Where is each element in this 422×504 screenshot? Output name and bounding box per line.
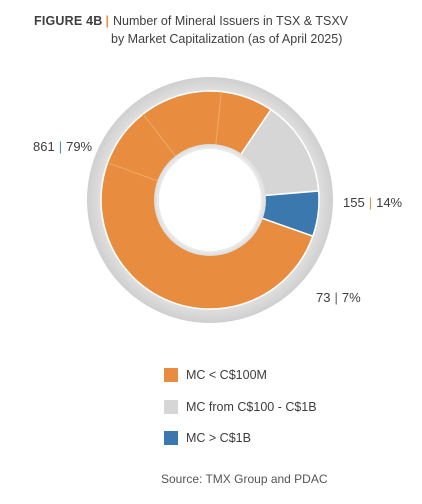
figure-label: FIGURE 4B [34, 14, 103, 28]
slice-facet-line [107, 162, 164, 184]
legend-label: MC < C$100M [186, 368, 267, 382]
title-separator: | [105, 14, 109, 28]
legend-swatch-gray [164, 400, 178, 414]
slice-facet-line [214, 91, 222, 151]
large-cap-count: 73 [316, 290, 331, 305]
small-cap-count: 861 [33, 139, 55, 154]
slice-facet-line [142, 113, 180, 161]
donut-hole-center [159, 149, 261, 251]
legend-swatch-orange [164, 368, 178, 382]
title-text: Number of Mineral Issuers in TSX & TSXV [112, 14, 349, 28]
label-separator: | [368, 195, 373, 210]
small-cap-percent: 79% [66, 139, 93, 154]
title-line-1: FIGURE 4B | Number of Mineral Issuers in T… [34, 12, 348, 30]
label-separator: | [58, 139, 63, 154]
label-separator: | [334, 290, 338, 305]
title-line-2: by Market Capitalization (as of April 20… [111, 32, 343, 46]
mid-cap-percent: 14% [376, 195, 403, 210]
source-note: Source: TMX Group and PDAC [161, 472, 328, 486]
slice-label-large-cap: 73 | 7% [316, 290, 361, 305]
legend-label: MC from C$100 - C$1B [186, 400, 317, 414]
slice-label-mid-cap: 155 | 14% [343, 195, 402, 210]
legend-label: MC > C$1B [186, 431, 251, 445]
mid-cap-count: 155 [343, 195, 365, 210]
legend-swatch-blue [164, 431, 178, 445]
slice-label-small-cap: 861 | 79% [33, 139, 92, 154]
large-cap-percent: 7% [341, 290, 361, 305]
